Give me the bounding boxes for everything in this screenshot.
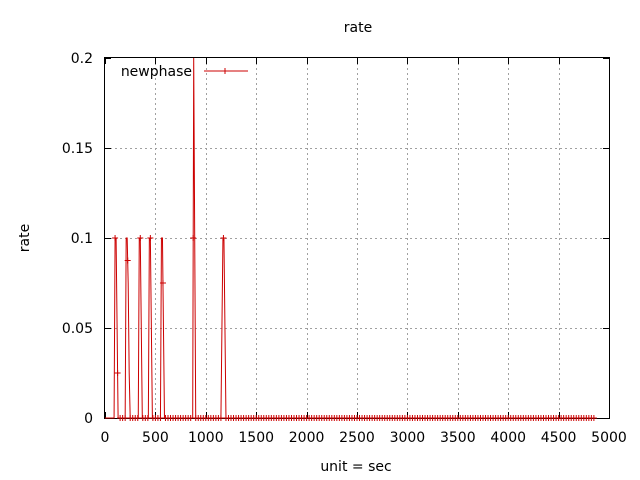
- x-tick-label: 500: [142, 430, 169, 446]
- x-tick-label: 3000: [390, 430, 426, 446]
- x-tick-label: 1000: [188, 430, 224, 446]
- x-tick-label: 2000: [289, 430, 325, 446]
- x-tick-label: 1500: [238, 430, 274, 446]
- data-point: [187, 415, 194, 421]
- legend-label-newphase: newphase: [121, 64, 192, 80]
- y-tick-label: 0: [84, 411, 93, 427]
- grid-lines: [105, 58, 609, 418]
- y-tick-label: 0.15: [62, 141, 93, 157]
- data-point: [159, 280, 166, 286]
- x-tick-label: 2500: [339, 430, 375, 446]
- x-tick-label: 4000: [490, 430, 526, 446]
- data-point: [124, 257, 131, 264]
- data-point: [157, 415, 164, 421]
- data-point: [114, 370, 121, 376]
- x-tick-label: 0: [101, 430, 110, 446]
- data-point: [220, 235, 227, 241]
- data-point: [112, 235, 119, 241]
- axis-ticks: 0 500 1000 1500 2000 2500 3000 3500 4000 4500 5000…: [62, 51, 627, 446]
- data-point: [217, 415, 224, 421]
- data-point: [190, 235, 197, 241]
- y-tick-label: 0.2: [71, 51, 93, 67]
- series-newphase: [105, 57, 597, 421]
- x-tick-label: 5000: [591, 430, 627, 446]
- legend: newphase: [121, 64, 248, 80]
- x-tick-label: 4500: [541, 430, 577, 446]
- x-tick-label: 3500: [440, 430, 476, 446]
- data-point: [134, 415, 141, 421]
- data-point: [122, 415, 129, 421]
- data-point: [144, 415, 151, 421]
- legend-marker-newphase: [222, 68, 228, 74]
- data-point: [147, 235, 154, 241]
- data-point: [590, 415, 597, 421]
- y-axis-label: rate: [17, 224, 33, 252]
- series-layer: [105, 57, 597, 421]
- x-axis-label: unit = sec: [320, 459, 391, 475]
- chart-title: rate: [344, 20, 372, 36]
- data-point: [137, 235, 144, 241]
- y-tick-label: 0.1: [71, 231, 93, 247]
- y-tick-label: 0.05: [62, 321, 93, 337]
